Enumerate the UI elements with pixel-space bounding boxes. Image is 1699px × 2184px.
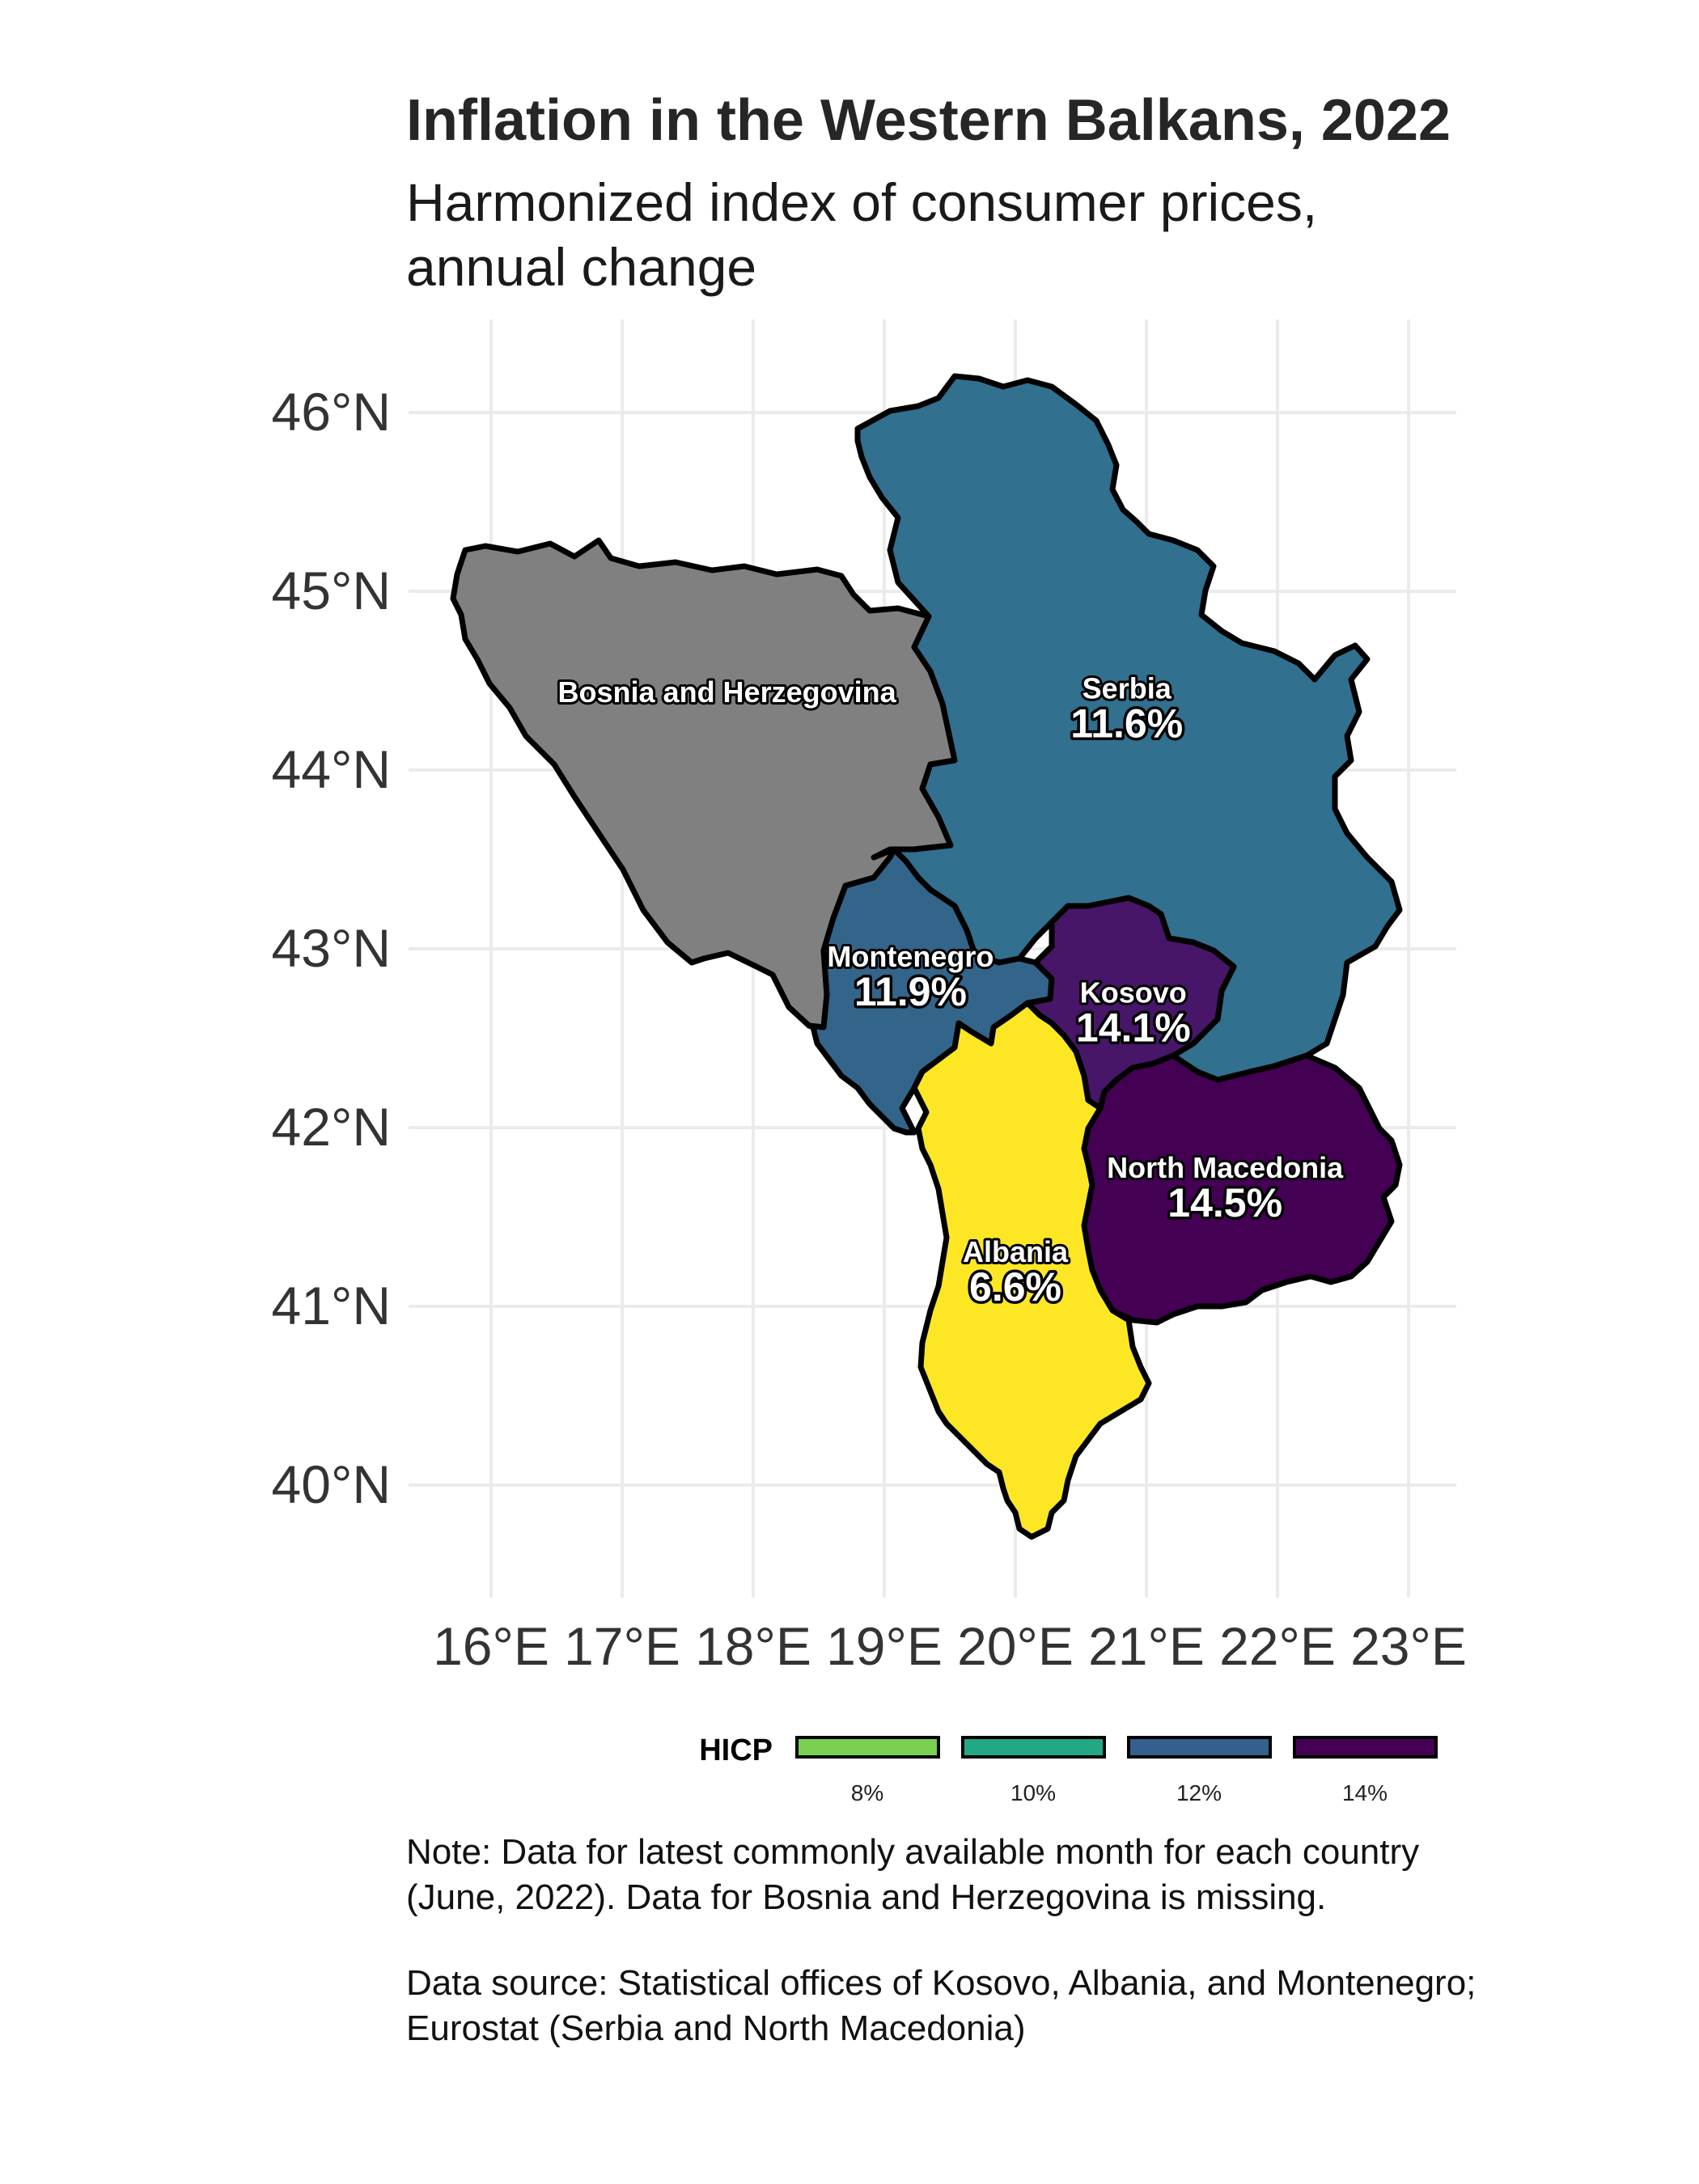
region-name-label: Montenegro [827,940,994,973]
region-value-label: 11.6% [1070,701,1183,747]
axis-labels: 46°N 45°N 44°N 43°N 42°N 41°N 40°N 16°E 17°E 18°E… [272,382,1467,1676]
x-tick-label: 23°E [1350,1616,1467,1676]
region-albania [911,1000,1152,1540]
legend-label: 12% [1176,1780,1222,1805]
x-tick-label: 18°E [695,1616,811,1676]
y-tick-label: 40°N [272,1454,391,1514]
region-name-label: North Macedonia [1107,1151,1344,1184]
y-tick-label: 44°N [272,739,391,799]
y-tick-label: 41°N [272,1276,391,1335]
subtitle-line-2: annual change [406,237,757,297]
legend-label: 8% [851,1780,883,1805]
legend-label: 14% [1342,1780,1388,1805]
x-tick-label: 16°E [433,1616,549,1676]
country-shapes [450,373,1403,1540]
region-name-label: Albania [963,1235,1069,1268]
x-tick-label: 20°E [957,1616,1074,1676]
chart-subtitle: Harmonized index of consumer prices, ann… [406,170,1317,299]
legend-label: 10% [1011,1780,1056,1805]
x-tick-label: 17°E [564,1616,680,1676]
region-name-label: Serbia [1083,672,1172,705]
region-value-label: 11.9% [854,969,967,1014]
region-value-label: 14.1% [1076,1005,1191,1050]
legend-swatch [961,1736,1106,1759]
y-tick-label: 42°N [272,1097,391,1157]
x-tick-label: 22°E [1219,1616,1336,1676]
y-tick-label: 45°N [272,561,391,620]
x-tick-label: 19°E [826,1616,943,1676]
source-line-1: Data source: Statistical offices of Koso… [406,1963,1477,2003]
legend-swatch [1293,1736,1438,1759]
region-value-label: 14.5% [1167,1180,1282,1225]
legend: HICP 8% 10% 12% 14% [699,1733,1438,1805]
region-name-label: Bosnia and Herzegovina [558,675,897,709]
y-tick-label: 43°N [272,918,391,978]
note-line-2: (June, 2022). Data for Bosnia and Herzeg… [406,1877,1327,1917]
footnotes: Note: Data for latest commonly available… [406,1830,1476,2051]
region-value-label: 6.6% [969,1264,1061,1310]
legend-title: HICP [699,1733,773,1767]
legend-swatch [1127,1736,1272,1759]
region-name-label: Kosovo [1080,976,1187,1009]
legend-swatch [795,1736,940,1759]
source-line-2: Eurostat (Serbia and North Macedonia) [406,2008,1026,2048]
subtitle-line-1: Harmonized index of consumer prices, [406,172,1318,232]
x-tick-label: 21°E [1088,1616,1205,1676]
chart-title: Inflation in the Western Balkans, 2022 [406,88,1451,153]
y-tick-label: 46°N [272,382,391,442]
note-line-1: Note: Data for latest commonly available… [406,1832,1420,1872]
